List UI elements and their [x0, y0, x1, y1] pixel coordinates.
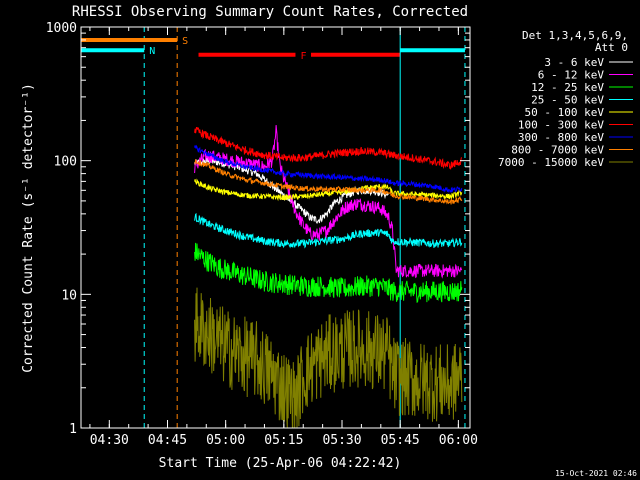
y-tick-label: 1: [69, 422, 77, 437]
plot-frame: [80, 26, 471, 429]
series-line: [194, 144, 463, 193]
x-tick-label: 06:00: [439, 433, 478, 448]
y-tick-label: 1000: [46, 21, 77, 36]
footer-timestamp: 15-Oct-2021 02:46: [555, 469, 637, 478]
legend-label: 7000 - 15000 keV: [498, 156, 604, 169]
x-axis: 04:30 04:45 05:00 05:15 05:30 05:45 06:00: [89, 27, 478, 448]
series-line: [194, 287, 463, 429]
chart-title: RHESSI Observing Summary Count Rates, Co…: [72, 4, 468, 20]
legend-label: 3 - 6 keV: [544, 56, 604, 69]
x-tick-label: 04:30: [90, 433, 129, 448]
legend-label: 100 - 300 keV: [518, 119, 604, 132]
y-axis-label: Corrected Count Rate (s⁻¹ detector⁻¹): [21, 83, 36, 373]
x-tick-label: 05:15: [264, 433, 303, 448]
frame-rect: [80, 26, 471, 429]
marker-n: N: [81, 27, 155, 428]
series-line: [194, 126, 463, 170]
marker-label: N: [149, 46, 155, 57]
series-line: [194, 125, 463, 279]
legend-header: Det 1,3,4,5,6,9,: [522, 29, 628, 42]
series-line: [194, 212, 463, 249]
marker-s: S: [81, 27, 188, 428]
legend-label: 50 - 100 keV: [525, 106, 605, 119]
legend-label: 300 - 800 keV: [518, 131, 604, 144]
y-tick-label: 100: [54, 155, 77, 170]
plot-area: N S F: [81, 27, 466, 429]
legend-header: Att 0: [595, 41, 628, 54]
y-tick-label: 10: [61, 288, 77, 303]
x-tick-label: 05:30: [322, 433, 361, 448]
legend-label: 800 - 7000 keV: [511, 144, 604, 157]
marker-f: F: [198, 51, 401, 62]
x-axis-label: Start Time (25-Apr-06 04:22:42): [159, 456, 402, 471]
marker-label: F: [300, 51, 306, 62]
legend-label: 25 - 50 keV: [531, 94, 604, 107]
series-line: [194, 158, 463, 205]
x-tick-label: 05:45: [381, 433, 420, 448]
marker-label: S: [182, 36, 188, 47]
x-tick-label: 04:45: [148, 433, 187, 448]
legend-label: 6 - 12 keV: [538, 69, 605, 82]
series-line: [194, 242, 463, 303]
legend-label: 12 - 25 keV: [531, 81, 604, 94]
x-tick-label: 05:00: [206, 433, 245, 448]
y-axis: 1 10 100 1000: [46, 21, 470, 437]
series-line: [194, 178, 463, 202]
